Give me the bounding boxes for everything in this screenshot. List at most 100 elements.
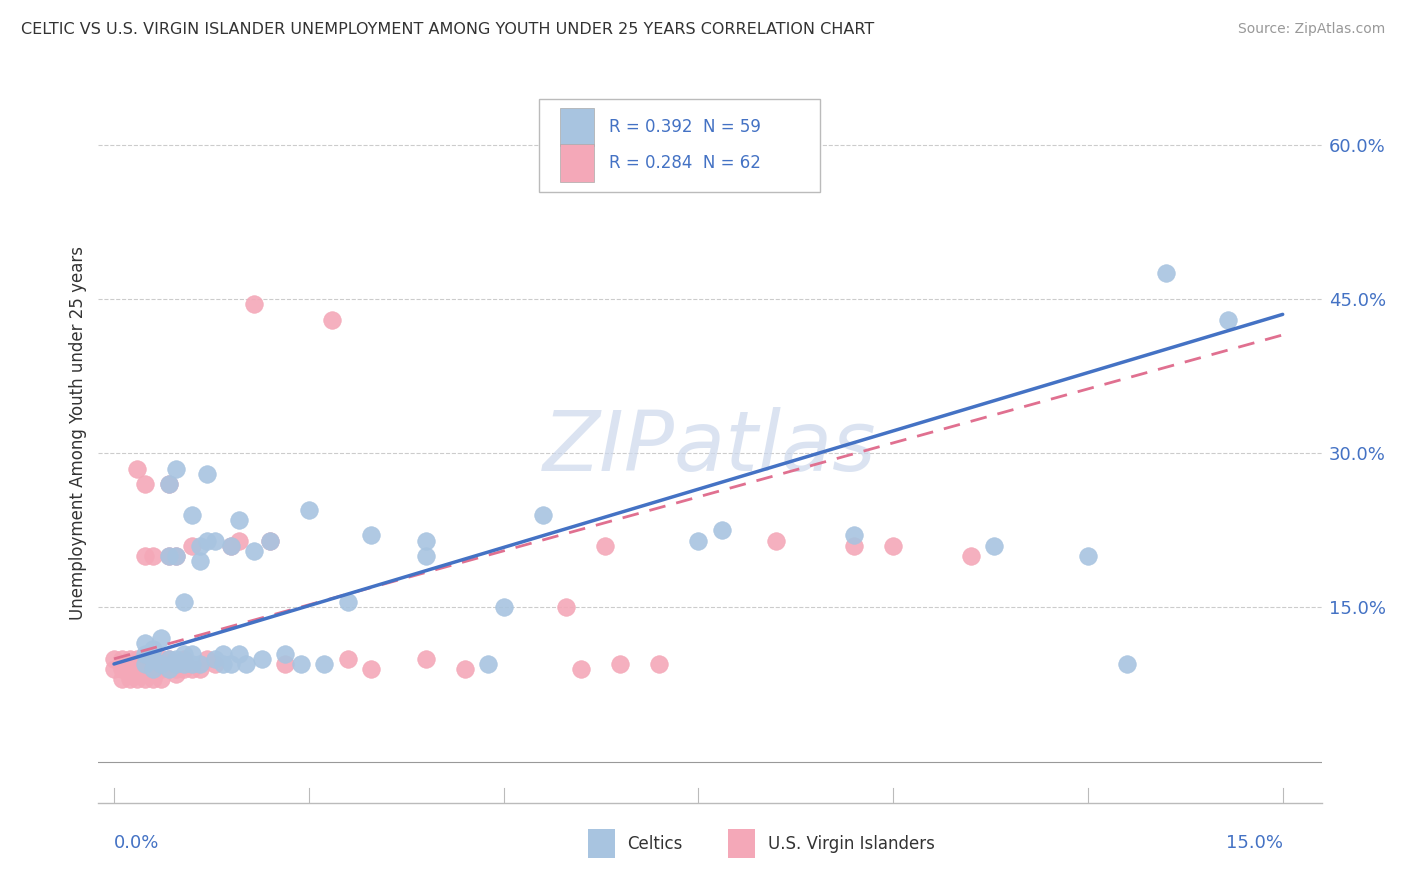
Point: [127, 652, 149, 666]
Point: [204, 652, 226, 666]
Point: [298, 502, 321, 516]
Point: [274, 657, 297, 671]
Point: [157, 477, 180, 491]
Point: [134, 647, 156, 661]
Point: [710, 524, 733, 538]
Point: [134, 652, 156, 666]
Point: [197, 467, 219, 481]
Point: [111, 673, 134, 687]
Point: [142, 662, 165, 676]
Point: [118, 657, 141, 671]
Point: [165, 461, 187, 475]
Point: [173, 647, 195, 661]
Text: Source: ZipAtlas.com: Source: ZipAtlas.com: [1237, 22, 1385, 37]
Text: 15.0%: 15.0%: [1226, 834, 1282, 852]
Point: [336, 595, 359, 609]
Point: [197, 652, 219, 666]
Point: [134, 673, 156, 687]
Point: [180, 539, 202, 553]
Point: [336, 652, 359, 666]
Point: [134, 662, 156, 676]
Point: [188, 554, 211, 568]
Text: U.S. Virgin Islanders: U.S. Virgin Islanders: [768, 835, 935, 853]
Point: [157, 477, 180, 491]
Text: R = 0.392  N = 59: R = 0.392 N = 59: [609, 118, 761, 136]
Point: [149, 632, 172, 646]
Point: [180, 662, 202, 676]
Point: [1218, 312, 1240, 326]
Point: [173, 662, 195, 676]
Point: [127, 461, 149, 475]
Point: [188, 662, 211, 676]
Point: [983, 539, 1005, 553]
Point: [165, 667, 187, 681]
Point: [219, 657, 242, 671]
Point: [593, 539, 616, 553]
Point: [197, 533, 219, 548]
Point: [149, 652, 172, 666]
Point: [1154, 266, 1177, 280]
Point: [157, 652, 180, 666]
Point: [243, 544, 266, 558]
Point: [111, 662, 134, 676]
Point: [157, 662, 180, 676]
Point: [127, 662, 149, 676]
Bar: [560, 144, 593, 182]
Point: [749, 169, 772, 183]
Point: [960, 549, 983, 563]
Point: [314, 657, 336, 671]
Point: [250, 652, 273, 666]
Point: [415, 549, 437, 563]
Point: [844, 528, 866, 542]
Point: [765, 533, 787, 548]
FancyBboxPatch shape: [538, 99, 820, 192]
Point: [118, 662, 141, 676]
Point: [228, 647, 250, 661]
Point: [173, 657, 195, 671]
Point: [173, 652, 195, 666]
Point: [204, 533, 226, 548]
Point: [134, 657, 156, 671]
Point: [554, 600, 576, 615]
Point: [360, 528, 382, 542]
Point: [127, 673, 149, 687]
Point: [103, 662, 125, 676]
Point: [157, 549, 180, 563]
Point: [111, 652, 134, 666]
Bar: [560, 108, 593, 146]
Point: [219, 539, 242, 553]
Point: [149, 657, 172, 671]
Text: Celtics: Celtics: [627, 835, 682, 853]
Text: ZIPatlas: ZIPatlas: [543, 407, 877, 488]
Point: [571, 662, 593, 676]
Point: [103, 652, 125, 666]
Point: [180, 508, 202, 522]
Point: [180, 657, 202, 671]
Point: [134, 657, 156, 671]
Point: [180, 647, 202, 661]
Point: [142, 652, 165, 666]
Point: [219, 539, 242, 553]
Point: [134, 549, 156, 563]
Point: [165, 652, 187, 666]
Point: [259, 533, 281, 548]
Point: [149, 673, 172, 687]
Point: [243, 297, 266, 311]
Point: [142, 673, 165, 687]
Point: [274, 647, 297, 661]
Point: [321, 312, 343, 326]
Point: [844, 539, 866, 553]
Point: [531, 508, 554, 522]
Y-axis label: Unemployment Among Youth under 25 years: Unemployment Among Youth under 25 years: [69, 245, 87, 620]
Point: [173, 595, 195, 609]
Point: [165, 549, 187, 563]
Point: [165, 662, 187, 676]
Point: [648, 657, 671, 671]
Point: [882, 539, 904, 553]
Point: [157, 662, 180, 676]
Point: [609, 657, 631, 671]
Point: [415, 533, 437, 548]
Point: [157, 549, 180, 563]
Point: [142, 641, 165, 656]
Point: [142, 662, 165, 676]
